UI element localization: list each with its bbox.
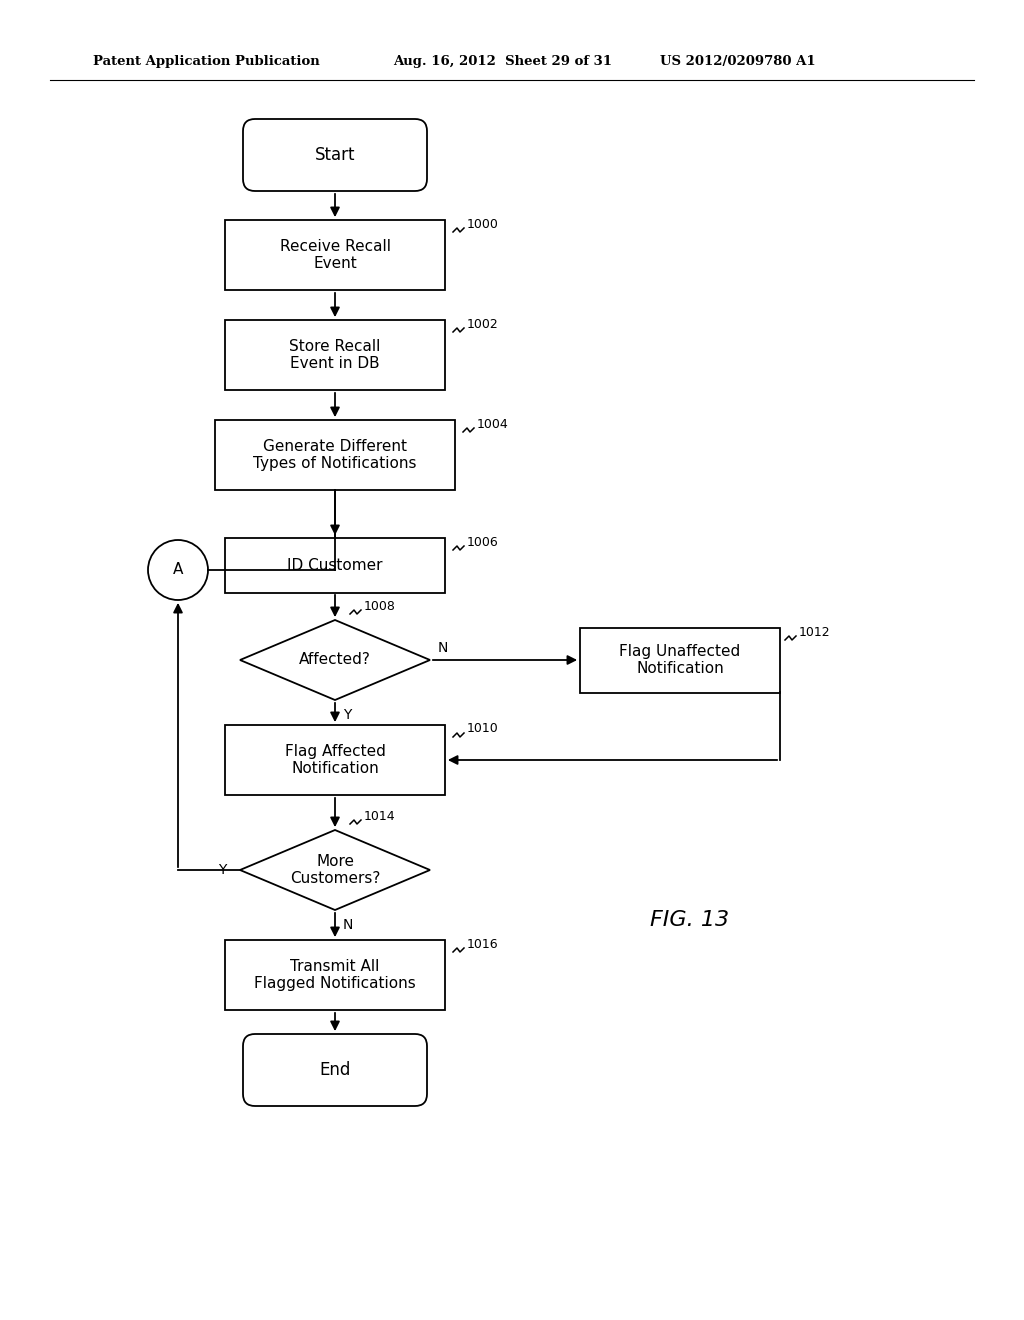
Circle shape xyxy=(148,540,208,601)
Text: Transmit All
Flagged Notifications: Transmit All Flagged Notifications xyxy=(254,958,416,991)
FancyBboxPatch shape xyxy=(225,537,445,593)
Text: 1006: 1006 xyxy=(467,536,499,549)
Text: A: A xyxy=(173,562,183,578)
Text: End: End xyxy=(319,1061,350,1078)
FancyBboxPatch shape xyxy=(225,220,445,290)
Text: N: N xyxy=(343,917,353,932)
FancyBboxPatch shape xyxy=(243,119,427,191)
Text: FIG. 13: FIG. 13 xyxy=(650,909,729,931)
Text: Generate Different
Types of Notifications: Generate Different Types of Notification… xyxy=(253,438,417,471)
Text: 1002: 1002 xyxy=(467,318,499,330)
Text: 1010: 1010 xyxy=(467,722,499,735)
Text: Y: Y xyxy=(343,708,351,722)
Text: Receive Recall
Event: Receive Recall Event xyxy=(280,239,390,271)
FancyBboxPatch shape xyxy=(215,420,455,490)
FancyBboxPatch shape xyxy=(225,319,445,389)
Polygon shape xyxy=(240,830,430,909)
Text: 1014: 1014 xyxy=(364,809,395,822)
Text: 1016: 1016 xyxy=(467,937,499,950)
Text: Y: Y xyxy=(218,863,226,876)
Text: Store Recall
Event in DB: Store Recall Event in DB xyxy=(290,339,381,371)
Text: Start: Start xyxy=(314,147,355,164)
Text: More
Customers?: More Customers? xyxy=(290,854,380,886)
FancyBboxPatch shape xyxy=(225,940,445,1010)
Text: Flag Affected
Notification: Flag Affected Notification xyxy=(285,743,385,776)
Text: Aug. 16, 2012  Sheet 29 of 31: Aug. 16, 2012 Sheet 29 of 31 xyxy=(393,55,612,69)
Text: 1012: 1012 xyxy=(799,626,830,639)
Text: N: N xyxy=(438,642,449,655)
Text: Affected?: Affected? xyxy=(299,652,371,668)
Text: Patent Application Publication: Patent Application Publication xyxy=(93,55,319,69)
FancyBboxPatch shape xyxy=(580,627,780,693)
FancyBboxPatch shape xyxy=(225,725,445,795)
Text: US 2012/0209780 A1: US 2012/0209780 A1 xyxy=(660,55,816,69)
Text: ID Customer: ID Customer xyxy=(288,557,383,573)
Text: 1008: 1008 xyxy=(364,599,396,612)
Text: 1000: 1000 xyxy=(467,218,499,231)
Polygon shape xyxy=(240,620,430,700)
Text: 1004: 1004 xyxy=(477,417,509,430)
FancyBboxPatch shape xyxy=(243,1034,427,1106)
Text: Flag Unaffected
Notification: Flag Unaffected Notification xyxy=(620,644,740,676)
